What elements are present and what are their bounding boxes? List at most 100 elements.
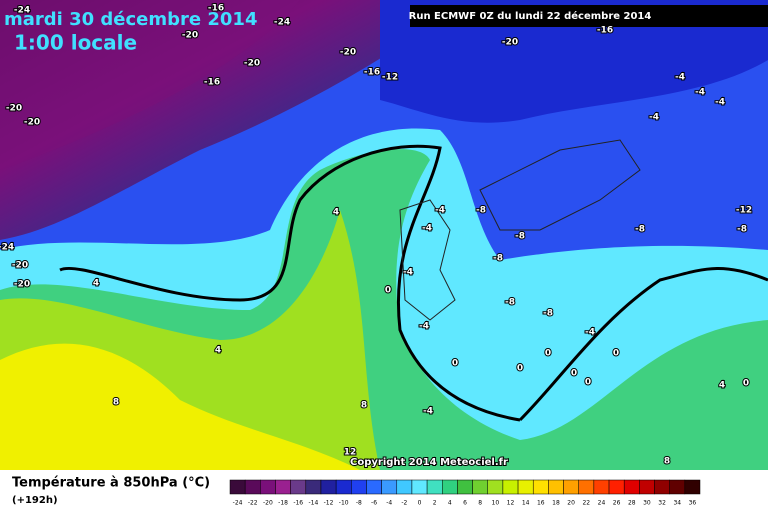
colorbar-cell bbox=[229, 479, 246, 495]
run-box bbox=[410, 5, 768, 27]
colorbar-cell bbox=[623, 479, 640, 495]
colorbar-cell bbox=[275, 479, 291, 495]
colorbar-label: 34 bbox=[673, 500, 681, 507]
contour-label: -4 bbox=[695, 88, 705, 98]
colorbar-label: 14 bbox=[522, 500, 530, 507]
colorbar-cell bbox=[305, 479, 322, 495]
run-info: Run ECMWF 0Z du lundi 22 décembre 2014 bbox=[409, 10, 652, 22]
colorbar-cell bbox=[396, 479, 413, 495]
contour-label: -4 bbox=[715, 98, 725, 108]
contour-label: 0 bbox=[585, 378, 591, 388]
contour-label: 0 bbox=[545, 349, 551, 359]
map bbox=[0, 0, 768, 470]
colorbar-label: -20 bbox=[263, 500, 273, 507]
contour-label: -4 bbox=[419, 322, 429, 332]
contour-label: -20 bbox=[502, 38, 518, 48]
colorbar-cell bbox=[320, 479, 337, 495]
contour-label: -20 bbox=[182, 31, 198, 41]
colorbar-cell bbox=[487, 479, 504, 495]
contour-label: -16 bbox=[208, 4, 224, 14]
colorbar-cell bbox=[517, 479, 534, 495]
contour-label: -4 bbox=[422, 224, 432, 234]
colorbar-label: 24 bbox=[598, 500, 606, 507]
contour-label: 12 bbox=[344, 448, 357, 458]
contour-label: -4 bbox=[423, 407, 433, 417]
contour-label: -4 bbox=[649, 113, 659, 123]
contour-label: -20 bbox=[24, 118, 40, 128]
map-time: 1:00 locale bbox=[14, 31, 137, 55]
legend-title: Température à 850hPa (°C) bbox=[12, 476, 210, 491]
contour-label: 4 bbox=[93, 279, 99, 289]
colorbar-label: 10 bbox=[492, 500, 500, 507]
contour-label: 0 bbox=[613, 349, 619, 359]
colorbar-label: 6 bbox=[463, 500, 467, 507]
contour-label: -24 bbox=[0, 243, 14, 253]
coastline bbox=[399, 139, 641, 321]
colorbar-label: 30 bbox=[643, 500, 651, 507]
contour-label: 0 bbox=[743, 379, 749, 389]
colorbar-label: 36 bbox=[689, 500, 697, 507]
contour-label: -4 bbox=[585, 328, 595, 338]
contour-label: -4 bbox=[675, 73, 685, 83]
colorbar-cell bbox=[351, 479, 367, 495]
copyright: Copyright 2014 Meteociel.fr bbox=[350, 457, 508, 468]
colorbar-label: 8 bbox=[478, 500, 482, 507]
colorbar-label: -24 bbox=[233, 500, 243, 507]
colorbar-label: -14 bbox=[308, 500, 318, 507]
contour-label: -8 bbox=[543, 309, 553, 319]
contour-label: -8 bbox=[737, 225, 747, 235]
colorbar-cell bbox=[639, 479, 655, 495]
colorbar-label: 26 bbox=[613, 500, 621, 507]
contour-label: -20 bbox=[244, 59, 260, 69]
colorbar-label: 12 bbox=[507, 500, 515, 507]
contour-label: -8 bbox=[493, 254, 503, 264]
colorbar-cell bbox=[472, 479, 488, 495]
contour-label: -20 bbox=[6, 104, 22, 114]
colorbar-label: -12 bbox=[324, 500, 334, 507]
contour-label: 0 bbox=[571, 369, 577, 379]
colorbar-cell bbox=[654, 479, 670, 495]
contour-label: 0 bbox=[385, 286, 391, 296]
zero-isotherm bbox=[59, 144, 521, 422]
contour-label: -16 bbox=[597, 26, 613, 36]
contour-label: 8 bbox=[113, 398, 119, 408]
map-date: mardi 30 décembre 2014 bbox=[4, 9, 257, 30]
contour-label: -24 bbox=[14, 6, 30, 16]
contour-label: -16 bbox=[364, 68, 380, 78]
contour-label: -16 bbox=[204, 78, 220, 88]
contour-label: -8 bbox=[515, 232, 525, 242]
colorbar-label: -10 bbox=[339, 500, 349, 507]
colorbar-cell bbox=[548, 479, 564, 495]
colorbar-label: -22 bbox=[248, 500, 258, 507]
colorbar-cell bbox=[608, 479, 625, 495]
colorbar-cell bbox=[260, 479, 276, 495]
contour-label: 0 bbox=[452, 359, 458, 369]
contour-label: -4 bbox=[403, 268, 413, 278]
contour-label: -8 bbox=[635, 225, 645, 235]
colorbar-cell bbox=[457, 479, 473, 495]
colorbar-cell bbox=[593, 479, 610, 495]
cold-area bbox=[380, 0, 768, 123]
lead-time: (+192h) bbox=[12, 495, 58, 506]
contour-label: 4 bbox=[333, 208, 339, 218]
zero-isotherm bbox=[518, 267, 768, 422]
contour-label: 8 bbox=[664, 457, 670, 467]
cold-core bbox=[0, 0, 300, 170]
contour-label: -20 bbox=[12, 261, 28, 271]
colorbar-label: 18 bbox=[552, 500, 560, 507]
colorbar-label: 4 bbox=[448, 500, 452, 507]
colorbar-cell bbox=[411, 479, 428, 495]
colorbar-label: -18 bbox=[278, 500, 288, 507]
colorbar-label: 16 bbox=[537, 500, 545, 507]
contour-label: -24 bbox=[274, 18, 290, 28]
contour-label: -20 bbox=[14, 280, 30, 290]
colorbar-label: -16 bbox=[293, 500, 303, 507]
contour-label: -8 bbox=[505, 298, 515, 308]
colorbar-cell bbox=[578, 479, 595, 495]
colorbar-label: 28 bbox=[628, 500, 636, 507]
contour-label: 8 bbox=[361, 401, 367, 411]
colorbar-cell bbox=[532, 479, 549, 495]
colorbar-label: 32 bbox=[658, 500, 666, 507]
colorbar-cell bbox=[502, 479, 519, 495]
